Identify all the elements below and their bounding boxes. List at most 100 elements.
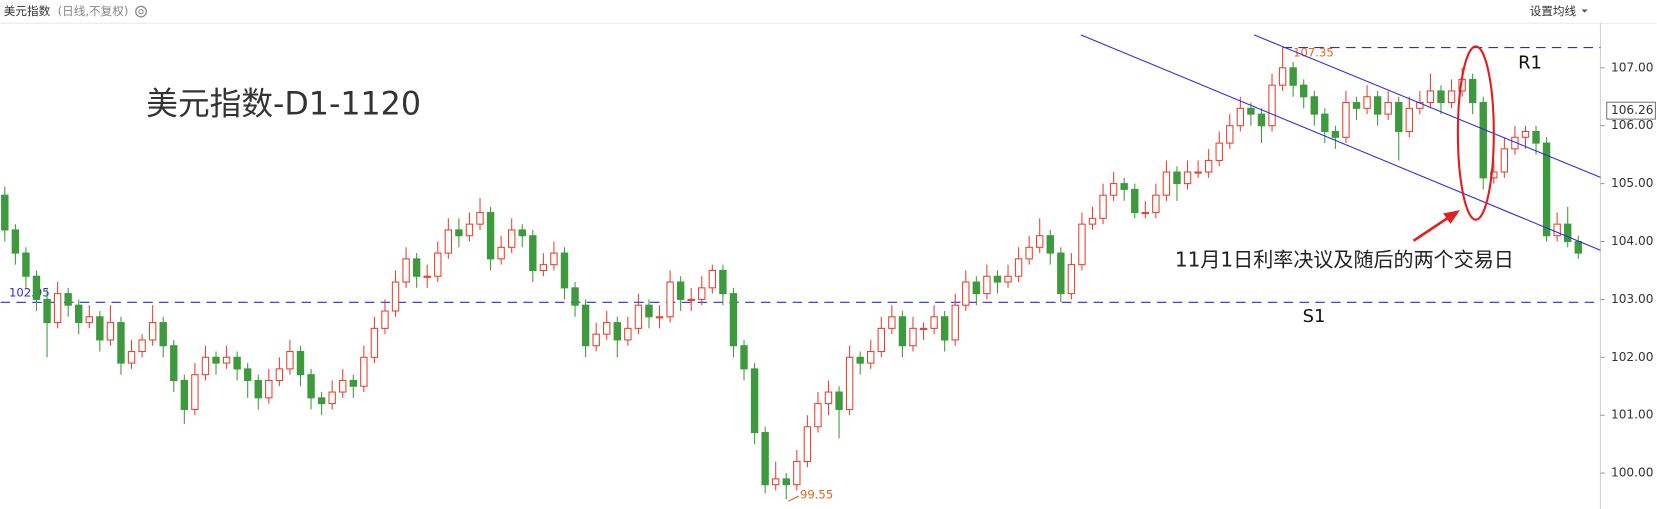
candle-body <box>1331 130 1340 138</box>
arrow-shaft <box>1412 214 1453 242</box>
candle-body <box>1268 84 1276 127</box>
candle-body <box>550 252 558 266</box>
candle-body <box>666 281 674 318</box>
candle-body <box>1152 194 1160 214</box>
ma-menu[interactable]: 设置均线 <box>1530 4 1577 18</box>
candle-body <box>381 310 389 329</box>
candle-body <box>1014 258 1023 277</box>
candle-body <box>581 304 590 347</box>
candle-body <box>212 356 220 364</box>
candle-body <box>233 356 241 370</box>
candle-body <box>1046 235 1054 254</box>
candle-body <box>518 229 526 237</box>
candle-body <box>1036 235 1044 248</box>
candle-body <box>476 212 484 225</box>
candle-body <box>1574 240 1582 254</box>
candle-body <box>560 252 569 289</box>
gear-hub <box>138 8 144 15</box>
candle-body <box>1437 90 1445 104</box>
candle-body <box>444 229 453 254</box>
candle-body <box>148 322 157 341</box>
candle-body <box>856 356 864 364</box>
candle-body <box>296 350 305 376</box>
candle-body <box>1542 142 1551 237</box>
y-tick-label: 101.00 <box>1611 408 1653 422</box>
candle-body <box>286 350 294 370</box>
ma-menu-caret <box>1581 9 1588 13</box>
candle-body <box>1057 252 1065 295</box>
candle-body <box>571 287 579 306</box>
candle-body <box>919 327 928 330</box>
candle-body <box>1479 102 1487 179</box>
candle-body <box>1194 171 1202 174</box>
candle-body <box>835 391 843 410</box>
level-value-label: 102.95 <box>9 285 50 299</box>
candle-body <box>708 269 717 289</box>
candle-body <box>191 374 199 410</box>
candle-body <box>222 356 231 364</box>
y-tick-label: 107.00 <box>1611 60 1653 74</box>
candle-body <box>254 379 262 399</box>
candle-body <box>1204 159 1213 173</box>
candle-body <box>845 356 854 410</box>
y-tick-label: 104.00 <box>1611 234 1653 248</box>
candle-body <box>339 379 347 393</box>
arrow-head <box>1443 210 1460 224</box>
candle-body <box>138 339 146 353</box>
channel-line-upper <box>1253 34 1601 178</box>
candle-body <box>201 356 210 376</box>
candle-body <box>782 478 790 486</box>
candle-body <box>993 275 1002 283</box>
candle-body <box>1363 96 1371 109</box>
candle-body <box>423 275 431 278</box>
candle-body <box>1289 67 1297 86</box>
candle-body <box>75 304 83 324</box>
candle-body <box>1183 171 1192 185</box>
last-price-tag <box>1606 101 1656 120</box>
highlight-ellipse <box>1456 45 1495 221</box>
candle-body <box>1088 217 1097 225</box>
candle-body <box>951 304 959 341</box>
low-label: 99.55 <box>800 487 833 501</box>
candle-body <box>1500 148 1509 173</box>
candle-body <box>32 275 41 300</box>
candle-body <box>1078 223 1086 266</box>
candle-body <box>1257 113 1266 127</box>
candle-body <box>465 223 474 237</box>
candle-body <box>930 316 938 329</box>
annotation: 11月1日利率决议及随后的两个交易日 <box>1175 247 1514 271</box>
candle-body <box>317 397 326 405</box>
candle-body <box>761 432 769 486</box>
candle-body <box>265 379 273 399</box>
candle-body <box>434 252 442 277</box>
level-value-label: 107.35 <box>1293 45 1334 59</box>
chart-title: 美元指数-D1-1120 <box>146 87 421 123</box>
candle-body <box>592 333 600 347</box>
candle-body <box>1278 67 1287 86</box>
candle-body <box>1067 264 1076 295</box>
candle-body <box>1342 102 1350 138</box>
candle-body <box>370 327 379 358</box>
candle-body <box>1447 90 1456 104</box>
settings-icon[interactable] <box>135 5 147 18</box>
candle-body <box>909 327 917 347</box>
candle-body <box>1 194 9 231</box>
candle-body <box>43 298 51 324</box>
candle-body <box>486 212 495 260</box>
low-pointer <box>788 495 800 502</box>
candle-body <box>719 269 727 295</box>
candle-body <box>634 304 643 329</box>
y-tick-label: 100.00 <box>1611 466 1653 480</box>
candle-body <box>1395 102 1403 133</box>
channel-line-lower <box>1080 34 1601 251</box>
candle-body <box>962 281 970 306</box>
candle-body <box>360 356 368 387</box>
candle-body <box>529 235 537 271</box>
candle-body <box>729 293 738 347</box>
candle-body <box>1120 183 1128 190</box>
candle-body <box>624 327 632 341</box>
candle-body <box>1247 107 1255 115</box>
candle-body <box>877 327 885 353</box>
candle-body <box>106 322 115 341</box>
last-price-label: 106.26 <box>1611 103 1653 117</box>
